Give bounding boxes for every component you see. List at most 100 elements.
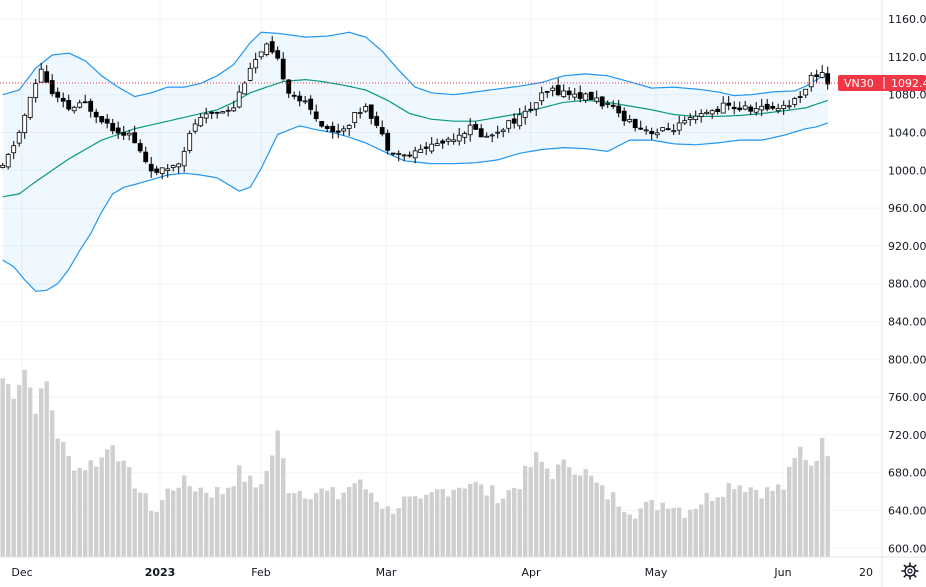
- candle-body: [126, 132, 132, 136]
- candle: [759, 98, 765, 117]
- candle: [38, 62, 44, 83]
- candle-body: [346, 125, 352, 129]
- volume-bar: [94, 466, 99, 557]
- volume-bar: [451, 489, 456, 557]
- candle: [242, 81, 248, 95]
- candle: [275, 46, 281, 61]
- y-axis[interactable]: 600.00 640.00 680.00 720.00 760.00 800.00 840.…: [881, 0, 926, 587]
- settings-gear-icon[interactable]: [901, 562, 919, 580]
- volume-bar: [187, 486, 192, 557]
- volume-bar: [578, 475, 583, 557]
- candle-body: [214, 111, 220, 114]
- candle-body: [264, 43, 270, 55]
- gear-hub: [907, 568, 913, 574]
- candle: [5, 153, 11, 170]
- candle-body: [418, 148, 424, 153]
- volume-bar: [501, 498, 506, 557]
- volume-bar: [732, 489, 737, 557]
- candle-body: [159, 167, 165, 174]
- y-tick-label: 1080.00: [888, 89, 926, 102]
- candle-body: [0, 164, 6, 168]
- candle-body: [610, 104, 616, 107]
- x-tick-label: 20: [859, 566, 873, 579]
- candle: [693, 110, 699, 124]
- candle-body: [665, 128, 671, 131]
- candle-body: [489, 134, 495, 137]
- candle-body: [280, 58, 286, 80]
- candle-body: [682, 120, 688, 124]
- candle-body: [165, 168, 171, 172]
- candle-body: [506, 120, 512, 129]
- candle: [170, 164, 176, 172]
- candle: [753, 102, 759, 116]
- candle-body: [71, 106, 77, 112]
- candle-body: [550, 87, 556, 91]
- candle: [588, 91, 594, 101]
- volume-bar: [671, 507, 676, 557]
- volume-bar: [165, 488, 170, 557]
- candle-body: [528, 108, 534, 111]
- candle-body: [115, 127, 121, 134]
- candle: [126, 129, 132, 141]
- volume-bar: [787, 466, 792, 557]
- volume-bar: [820, 437, 825, 557]
- volume-bar: [319, 488, 324, 557]
- candle-body: [456, 134, 462, 142]
- candle-body: [209, 111, 215, 114]
- volume-bar: [539, 461, 544, 557]
- candle-body: [423, 146, 429, 149]
- candle-body: [77, 102, 83, 108]
- candle: [445, 136, 451, 146]
- volume-bar: [572, 474, 577, 557]
- volume-bar: [253, 487, 258, 557]
- volume-bar: [286, 493, 291, 557]
- volume-bar: [407, 496, 412, 557]
- volume-bar: [715, 497, 720, 557]
- candle: [610, 100, 616, 110]
- candle: [407, 151, 413, 158]
- candle-body: [308, 98, 314, 110]
- y-tick-label: 800.00: [888, 353, 926, 366]
- volume-bar: [303, 498, 308, 557]
- candle: [803, 88, 809, 99]
- candle: [203, 107, 209, 124]
- volume-bar: [413, 496, 418, 557]
- candle: [698, 109, 704, 123]
- volume-bar: [83, 470, 88, 557]
- candle: [434, 138, 440, 146]
- candle: [346, 123, 352, 136]
- candle: [22, 113, 28, 139]
- candle: [506, 119, 512, 133]
- volume-bar: [308, 499, 313, 557]
- candle: [121, 125, 127, 140]
- candle: [214, 111, 220, 119]
- volume-bar: [176, 487, 181, 557]
- candle: [638, 120, 644, 130]
- x-axis[interactable]: Dec 2023 Feb Mar Apr May Jun 20: [0, 556, 926, 579]
- candle: [621, 107, 627, 126]
- volume-bar: [237, 465, 242, 557]
- candle: [11, 141, 17, 160]
- candle: [231, 100, 237, 113]
- candle: [302, 95, 308, 105]
- candle: [731, 101, 737, 115]
- candle: [297, 91, 303, 107]
- volume-bar: [352, 483, 357, 557]
- candle-body: [66, 100, 72, 110]
- candle: [176, 162, 182, 174]
- candle: [396, 150, 402, 162]
- volume-bar: [209, 497, 214, 557]
- candle-body: [737, 107, 743, 111]
- candle: [93, 108, 99, 124]
- price-badge: VN30 1092.4: [838, 74, 926, 91]
- volume-bar: [638, 508, 643, 557]
- candle: [819, 65, 825, 79]
- volume-bar: [611, 492, 616, 557]
- candle: [495, 125, 501, 139]
- candle-body: [170, 165, 176, 168]
- y-tick-label: 760.00: [888, 391, 926, 404]
- candle: [412, 146, 418, 164]
- volume-bar: [759, 498, 764, 557]
